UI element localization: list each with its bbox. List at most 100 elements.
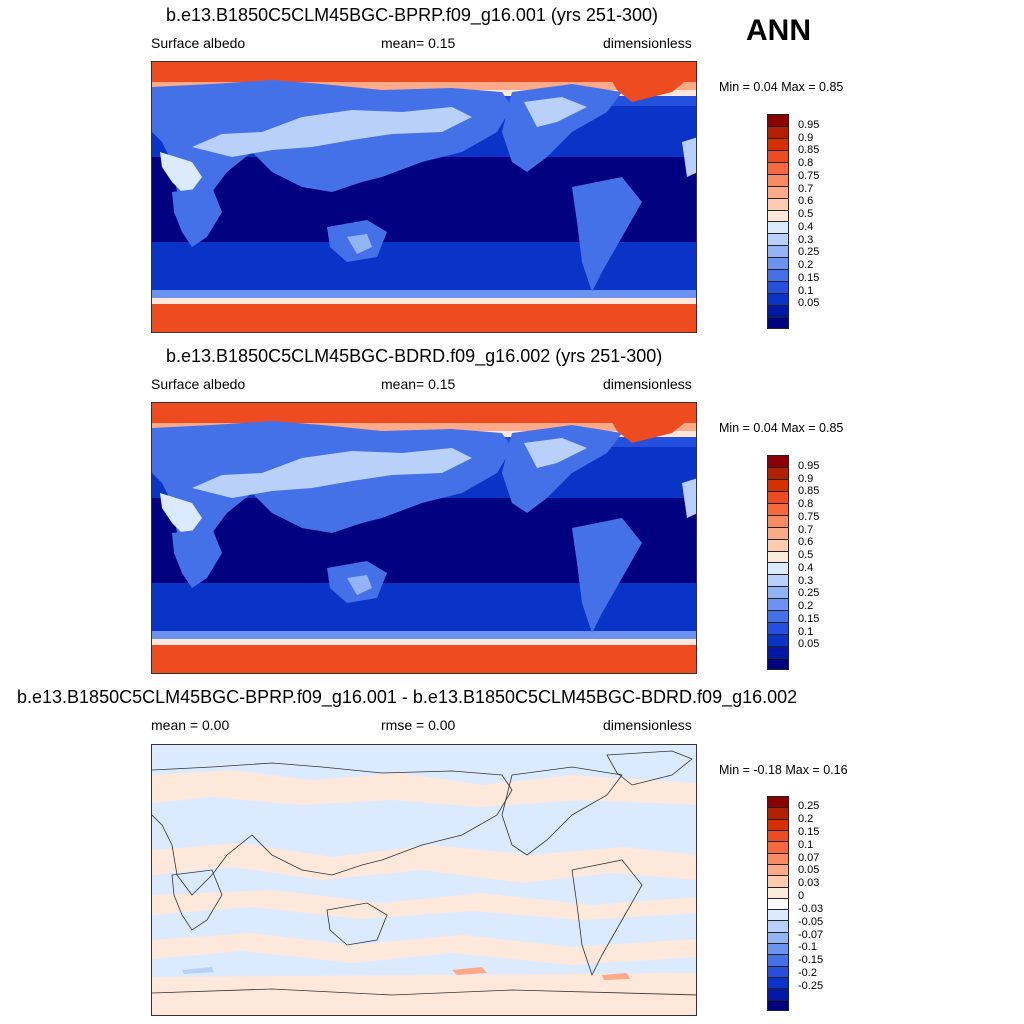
- colorbar-tick-label: 0.25: [798, 587, 820, 600]
- colorbar-tick-label: -0.05: [798, 915, 824, 928]
- colorbar-swatch: [767, 634, 789, 646]
- colorbar-tick-label: 0.85: [798, 144, 820, 157]
- panel-1-map: [151, 61, 697, 333]
- colorbar-swatch: [767, 305, 789, 317]
- colorbar-swatch: [767, 954, 789, 966]
- panel-2-map: [151, 402, 697, 674]
- colorbar-swatch: [767, 875, 789, 887]
- colorbar-tick-label: 0.03: [798, 877, 820, 890]
- colorbar-swatch: [767, 807, 789, 819]
- colorbar-swatch: [767, 233, 789, 246]
- colorbar-swatch: [767, 185, 789, 198]
- colorbar-tick-label: 0.07: [798, 851, 820, 864]
- colorbar-tick-label: 0.8: [798, 157, 814, 170]
- colorbar-tick-label: 0.4: [798, 220, 814, 233]
- colorbar-tick-label: 0.5: [798, 549, 814, 562]
- colorbar-tick-label: 0.75: [798, 169, 820, 182]
- colorbar-tick-label: 0.5: [798, 208, 814, 221]
- panel-3-units-label: dimensionless: [603, 717, 692, 733]
- panel-3-mean-label: mean = 0.00: [151, 717, 230, 733]
- colorbar-swatch: [767, 622, 789, 635]
- colorbar-tick-label: 0.8: [798, 498, 814, 511]
- colorbar-tick-label: 0.1: [798, 838, 814, 851]
- panel-1-minmax: Min = 0.04 Max = 0.85: [719, 80, 844, 94]
- colorbar-tick-label: 0: [798, 890, 805, 903]
- colorbar-tick-label: 0.05: [798, 864, 820, 877]
- colorbar-swatch: [767, 863, 789, 876]
- panel-3-title: b.e13.B1850C5CLM45BGC-BPRP.f09_g16.001 -…: [17, 687, 798, 707]
- panel-3-colorbar: [767, 796, 789, 1011]
- panel-1-colorbar: [767, 114, 789, 329]
- colorbar-swatch: [767, 818, 789, 830]
- colorbar-tick-label: -0.03: [798, 902, 824, 915]
- colorbar-tick-label: 0.9: [798, 131, 814, 144]
- panel-3-minmax: Min = -0.18 Max = 0.16: [719, 763, 848, 777]
- colorbar-tick-label: 0.15: [798, 612, 820, 625]
- colorbar-swatch: [767, 909, 789, 921]
- panel-1-variable-label: Surface albedo: [151, 35, 246, 51]
- colorbar-swatch: [767, 257, 789, 270]
- colorbar-tick-label: 0.15: [798, 825, 820, 838]
- panel-2-title: b.e13.B1850C5CLM45BGC-BDRD.f09_g16.002 (…: [166, 346, 663, 366]
- panel-2-mean-label: mean= 0.15: [381, 376, 456, 392]
- colorbar-swatch: [767, 886, 789, 898]
- colorbar-tick-label: 0.9: [798, 472, 814, 485]
- colorbar-swatch: [767, 943, 789, 955]
- colorbar-tick-label: 0.25: [798, 246, 820, 259]
- panel-1-mean-label: mean= 0.15: [381, 35, 456, 51]
- panel-2-minmax: Min = 0.04 Max = 0.85: [719, 421, 844, 435]
- colorbar-swatch: [767, 610, 789, 623]
- colorbar-tick-label: 0.75: [798, 510, 820, 523]
- colorbar-swatch: [767, 538, 789, 551]
- colorbar-swatch: [767, 490, 789, 503]
- colorbar-swatch: [767, 281, 789, 294]
- colorbar-swatch: [767, 478, 789, 491]
- colorbar-swatch: [767, 137, 789, 150]
- colorbar-tick-label: 0.2: [798, 259, 814, 272]
- colorbar-tick-label: 0.6: [798, 536, 814, 549]
- colorbar-swatch: [767, 466, 789, 479]
- colorbar-tick-label: 0.1: [798, 625, 814, 638]
- colorbar-tick-label: 0.15: [798, 271, 820, 284]
- colorbar-tick-label: 0.4: [798, 561, 814, 574]
- colorbar-swatch: [767, 841, 789, 853]
- colorbar-tick-label: -0.1: [798, 941, 817, 954]
- colorbar-swatch: [767, 574, 789, 587]
- colorbar-swatch: [767, 796, 789, 808]
- colorbar-swatch: [767, 149, 789, 162]
- colorbar-swatch: [767, 550, 789, 563]
- panel-1-units-label: dimensionless: [603, 35, 692, 51]
- colorbar-tick-label: 0.7: [798, 523, 814, 536]
- panel-2-colorbar: [767, 455, 789, 670]
- colorbar-swatch: [767, 657, 789, 670]
- colorbar-swatch: [767, 646, 789, 658]
- colorbar-swatch: [767, 316, 789, 329]
- colorbar-swatch: [767, 125, 789, 138]
- panel-1-title: b.e13.B1850C5CLM45BGC-BPRP.f09_g16.001 (…: [166, 5, 658, 25]
- colorbar-swatch: [767, 455, 789, 467]
- colorbar-swatch: [767, 197, 789, 210]
- colorbar-swatch: [767, 502, 789, 515]
- colorbar-swatch: [767, 269, 789, 282]
- colorbar-tick-label: -0.07: [798, 928, 824, 941]
- colorbar-tick-label: 0.95: [798, 118, 820, 131]
- colorbar-tick-label: 0.05: [798, 638, 820, 651]
- colorbar-swatch: [767, 897, 789, 910]
- colorbar-tick-label: 0.3: [798, 233, 814, 246]
- colorbar-swatch: [767, 173, 789, 186]
- colorbar-swatch: [767, 114, 789, 126]
- colorbar-tick-label: 0.05: [798, 297, 820, 310]
- colorbar-swatch: [767, 209, 789, 222]
- colorbar-swatch: [767, 245, 789, 258]
- colorbar-swatch: [767, 598, 789, 611]
- panel-2-units-label: dimensionless: [603, 376, 692, 392]
- colorbar-swatch: [767, 586, 789, 599]
- colorbar-tick-label: -0.2: [798, 967, 817, 980]
- panel-3-map: [151, 744, 697, 1016]
- colorbar-tick-label: 0.85: [798, 485, 820, 498]
- colorbar-swatch: [767, 293, 789, 305]
- colorbar-swatch: [767, 221, 789, 234]
- colorbar-swatch: [767, 988, 789, 1000]
- colorbar-tick-label: 0.7: [798, 182, 814, 195]
- colorbar-swatch: [767, 161, 789, 174]
